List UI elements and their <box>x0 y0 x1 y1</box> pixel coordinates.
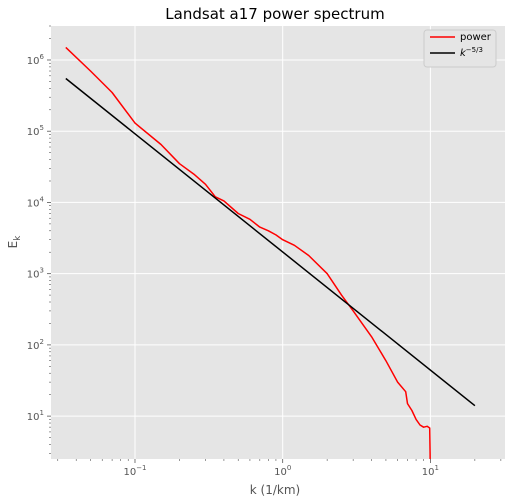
y-tick-label: 102 <box>27 338 44 352</box>
y-tick-label: 106 <box>27 53 45 67</box>
legend-label: power <box>460 32 492 43</box>
y-tick-label: 104 <box>27 195 45 209</box>
chart-title: Landsat a17 power spectrum <box>165 5 384 23</box>
y-axis-ticks: 101 102 103 104 105 106 <box>27 26 51 453</box>
y-tick-label: 103 <box>27 267 44 281</box>
plot-area <box>51 26 505 459</box>
x-tick-label: 10−1 <box>123 464 146 478</box>
y-tick-label: 105 <box>27 124 44 138</box>
x-axis-ticks: 10−1 100 101 <box>58 459 501 478</box>
x-tick-label: 100 <box>274 464 291 478</box>
x-tick-label: 101 <box>422 464 439 478</box>
x-axis-label: k (1/km) <box>250 483 300 497</box>
y-axis-label: Ek <box>6 235 23 249</box>
y-tick-label: 101 <box>27 409 44 423</box>
